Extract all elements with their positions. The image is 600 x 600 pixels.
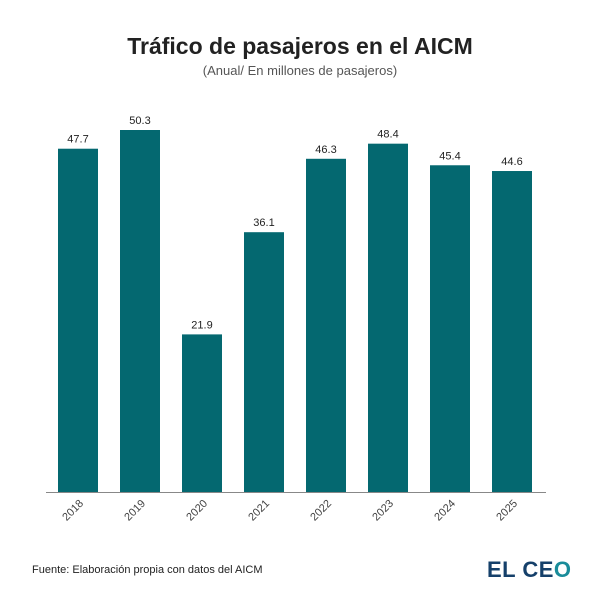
x-tick-label-2024: 2024 — [432, 498, 458, 524]
bar-2020 — [182, 334, 222, 492]
data-label-2018: 47.7 — [67, 134, 88, 146]
x-tick-label-2022: 2022 — [308, 498, 334, 524]
data-label-2024: 45.4 — [439, 150, 460, 162]
x-tick-label-2019: 2019 — [122, 498, 148, 524]
data-label-2025: 44.6 — [501, 156, 522, 168]
bar-2022 — [306, 158, 346, 492]
bar-2024 — [430, 165, 470, 493]
el-ceo-logo: EL CEO — [487, 557, 572, 583]
logo-text: EL CE — [487, 557, 554, 582]
bar-2025 — [492, 171, 532, 493]
logo-o: O — [553, 557, 572, 582]
data-label-2021: 36.1 — [253, 217, 274, 229]
bar-2018 — [58, 148, 98, 492]
source-note: Fuente: Elaboración propia con datos del… — [32, 564, 263, 576]
bar-2021 — [244, 232, 284, 492]
chart-subtitle: (Anual/ En millones de pasajeros) — [202, 63, 398, 78]
data-label-2022: 46.3 — [315, 144, 336, 156]
data-label-2020: 21.9 — [191, 319, 212, 331]
x-tick-label-2018: 2018 — [60, 498, 86, 524]
x-tick-label-2025: 2025 — [494, 498, 520, 524]
data-label-2019: 50.3 — [129, 115, 150, 127]
data-label-2023: 48.4 — [377, 129, 398, 141]
x-tick-label-2021: 2021 — [246, 498, 272, 524]
chart-title: Tráfico de pasajeros en el AICM — [127, 33, 473, 59]
x-tick-label-2020: 2020 — [184, 498, 210, 524]
x-tick-label-2023: 2023 — [370, 498, 396, 524]
bar-2023 — [368, 143, 408, 492]
bar-2019 — [120, 130, 160, 492]
